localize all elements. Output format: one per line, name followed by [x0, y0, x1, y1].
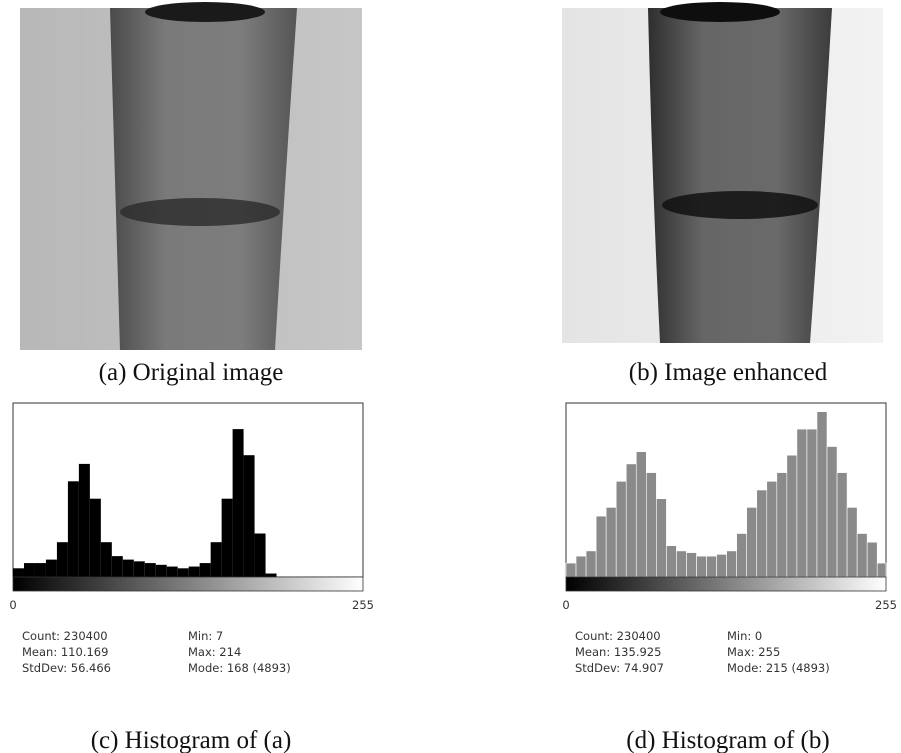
histogram-bar	[716, 554, 727, 578]
histogram-bar	[676, 550, 687, 578]
histogram-bar	[826, 446, 838, 578]
histogram-bar	[796, 428, 808, 578]
gray-ramp	[565, 576, 887, 592]
stat-text: Mode: 215 (4893)	[727, 661, 830, 675]
histogram-bar	[232, 429, 244, 577]
x-tick-label: 0	[9, 598, 16, 612]
image-caption: (a) Original image	[99, 359, 284, 386]
histogram-bar	[254, 533, 266, 577]
histogram-bar	[736, 533, 748, 578]
histogram-bar	[635, 451, 647, 578]
stat-text: Max: 255	[727, 645, 780, 659]
stat-text: Count: 230400	[22, 629, 108, 643]
gray-ramp	[12, 576, 364, 592]
histogram-bar	[776, 472, 788, 578]
histogram-bar	[67, 481, 79, 577]
stat-text: Mean: 110.169	[22, 645, 108, 659]
histogram-bar	[199, 563, 211, 577]
histogram-bar	[13, 568, 24, 577]
histogram-bar	[836, 472, 848, 578]
stat-text: Mean: 135.925	[575, 645, 661, 659]
histogram-bar	[605, 507, 617, 578]
histogram-bar	[866, 541, 878, 578]
stat-text: StdDev: 56.466	[22, 661, 111, 675]
histogram-bar	[122, 559, 134, 577]
histogram-bar	[89, 498, 101, 577]
histogram-bar	[565, 562, 577, 578]
histogram-bar	[686, 552, 697, 578]
histogram-bar	[876, 562, 887, 578]
histogram-bar	[144, 563, 156, 577]
stat-text: Count: 230400	[575, 629, 661, 643]
histogram-bar	[756, 489, 768, 578]
histogram-bar	[221, 498, 233, 577]
histogram-bar	[585, 550, 597, 578]
histogram-bar	[188, 566, 200, 577]
histogram-bar	[166, 566, 178, 577]
x-tick-label: 0	[562, 598, 569, 612]
histogram-bar	[111, 556, 123, 577]
stat-text: Mode: 168 (4893)	[188, 661, 291, 675]
image-b	[562, 2, 883, 343]
image-caption: (b) Image enhanced	[629, 359, 828, 386]
histogram-bar	[575, 555, 587, 578]
histogram-bar	[625, 463, 637, 578]
histogram-bar	[595, 515, 607, 578]
histogram-bar	[23, 563, 35, 577]
histogram-bar	[45, 559, 57, 577]
histogram-bar	[34, 563, 46, 577]
histogram-bar	[856, 533, 868, 578]
histogram-bar	[746, 507, 758, 578]
histogram-bar	[706, 555, 717, 578]
histogram-bar	[100, 542, 112, 577]
histogram-bar	[265, 573, 277, 577]
stat-text: Max: 214	[188, 645, 241, 659]
x-tick-label: 255	[352, 598, 374, 612]
stat-text: StdDev: 74.907	[575, 661, 664, 675]
histogram-bar	[656, 498, 667, 578]
histogram-bar	[56, 542, 68, 577]
histogram-bar	[133, 561, 145, 577]
histogram-bar	[846, 507, 858, 578]
histogram-bar	[816, 411, 828, 578]
histogram-bar	[666, 545, 677, 578]
histogram-bar	[766, 480, 778, 578]
stat-text: Min: 0	[727, 629, 762, 643]
histogram-caption: (c) Histogram of (a)	[91, 727, 292, 753]
histogram-bar	[806, 428, 818, 578]
histogram-bar	[615, 480, 627, 578]
stat-text: Min: 7	[188, 629, 223, 643]
histogram-bar	[210, 542, 222, 577]
histogram-bar	[726, 550, 737, 578]
histogram-bar	[243, 455, 255, 577]
histogram-bar	[177, 568, 189, 577]
histogram-caption: (d) Histogram of (b)	[626, 727, 829, 753]
histogram-bar	[646, 472, 657, 578]
histogram-bar	[786, 454, 798, 578]
x-tick-label: 255	[875, 598, 897, 612]
histogram-bar	[155, 564, 167, 577]
histogram-bar	[696, 555, 707, 578]
image-a	[20, 2, 362, 350]
histogram-bar	[78, 463, 90, 577]
